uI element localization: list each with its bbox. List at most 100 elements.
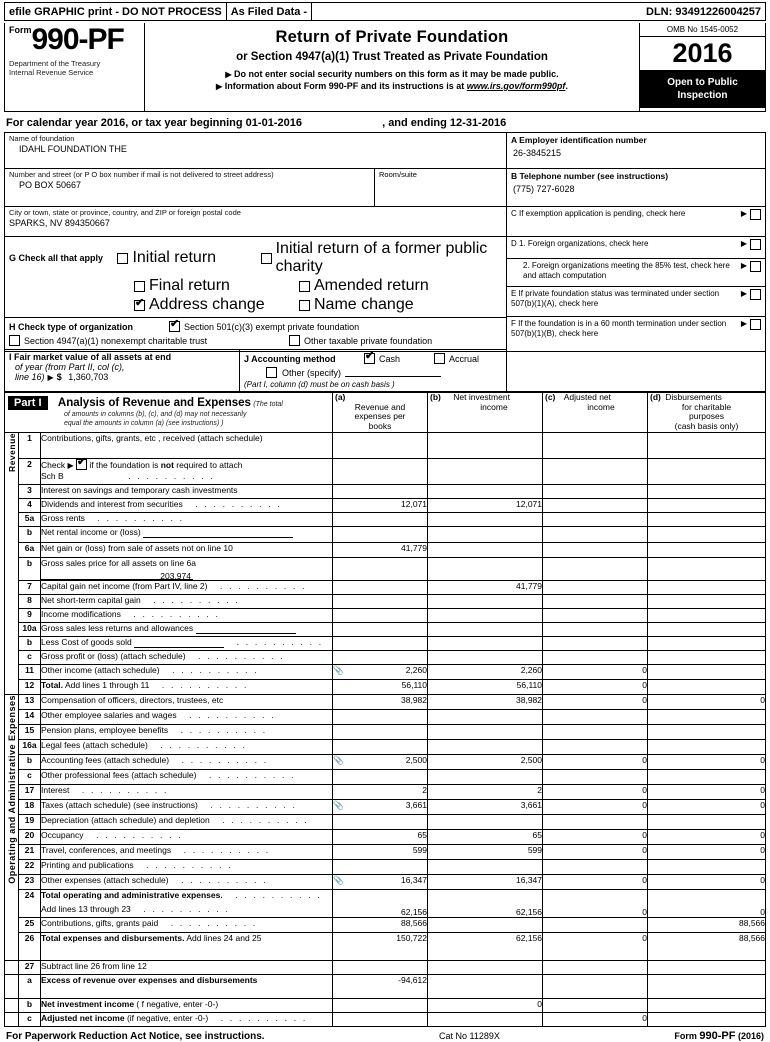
amount-cell-c[interactable] bbox=[542, 636, 648, 651]
amount-cell-a[interactable] bbox=[332, 458, 428, 485]
amount-cell-d[interactable]: 0 bbox=[647, 754, 766, 770]
amount-cell-b[interactable]: 65 bbox=[427, 829, 543, 845]
amount-cell-d[interactable] bbox=[647, 512, 766, 527]
amount-cell-b[interactable] bbox=[427, 769, 543, 785]
amount-cell-a[interactable]: 2 bbox=[332, 784, 428, 800]
amount-cell-c[interactable]: 0 bbox=[542, 889, 648, 918]
amount-cell-a[interactable] bbox=[332, 960, 428, 975]
amount-cell-c[interactable] bbox=[542, 512, 648, 527]
amount-cell-d[interactable] bbox=[647, 664, 766, 680]
amount-cell-d[interactable] bbox=[647, 622, 766, 637]
section-4947a1-checkbox[interactable] bbox=[9, 335, 20, 346]
amount-cell-b[interactable] bbox=[427, 608, 543, 623]
city-value[interactable]: SPARKS, NV 894350667 bbox=[9, 218, 110, 228]
amount-cell-b[interactable]: 2 bbox=[427, 784, 543, 800]
amount-cell-d[interactable]: 88,566 bbox=[647, 917, 766, 933]
amount-cell-b[interactable]: 2,500 bbox=[427, 754, 543, 770]
initial-return-former-charity-checkbox[interactable] bbox=[260, 252, 272, 264]
ein-value[interactable]: 26-3845215 bbox=[513, 148, 562, 158]
sixty-month-termination-checkbox[interactable] bbox=[750, 319, 761, 330]
irs-form990pf-link[interactable]: www.irs.gov/form990pf bbox=[466, 81, 566, 91]
amount-cell-d[interactable] bbox=[647, 974, 766, 999]
foreign-org-checkbox[interactable] bbox=[750, 239, 761, 250]
amount-cell-c[interactable]: 0 bbox=[542, 679, 648, 695]
amount-cell-b[interactable]: 38,982 bbox=[427, 694, 543, 710]
amount-cell-b[interactable] bbox=[427, 622, 543, 637]
amount-cell-d[interactable] bbox=[647, 709, 766, 725]
amount-cell-d[interactable] bbox=[647, 1012, 766, 1027]
amount-cell-b[interactable]: 56,110 bbox=[427, 679, 543, 695]
amount-cell-c[interactable]: 0 bbox=[542, 799, 648, 815]
amount-cell-a[interactable] bbox=[332, 608, 428, 623]
amount-cell-c[interactable]: 0 bbox=[542, 844, 648, 860]
amount-cell-c[interactable] bbox=[542, 974, 648, 999]
initial-return-checkbox[interactable] bbox=[117, 252, 129, 264]
amount-cell-c[interactable] bbox=[542, 608, 648, 623]
roomsuite-cell[interactable]: Room/suite bbox=[374, 169, 506, 206]
amount-cell-c[interactable]: 0 bbox=[542, 664, 648, 680]
amount-cell-a[interactable] bbox=[332, 484, 428, 499]
accounting-other-checkbox[interactable] bbox=[266, 367, 277, 378]
amount-cell-c[interactable]: 0 bbox=[542, 754, 648, 770]
attachment-icon[interactable]: 📎 bbox=[333, 755, 344, 765]
amount-cell-a[interactable] bbox=[332, 769, 428, 785]
amount-cell-b[interactable] bbox=[427, 594, 543, 609]
amount-cell-a[interactable] bbox=[332, 512, 428, 527]
amount-cell-c[interactable] bbox=[542, 859, 648, 875]
section-i-fmv-value[interactable]: 1,360,703 bbox=[68, 372, 109, 382]
amount-cell-b[interactable] bbox=[427, 917, 543, 933]
amount-cell-d[interactable] bbox=[647, 859, 766, 875]
amount-cell-b[interactable] bbox=[427, 526, 543, 543]
amount-cell-c[interactable] bbox=[542, 432, 648, 459]
amount-cell-a[interactable] bbox=[332, 580, 428, 595]
amount-cell-d[interactable] bbox=[647, 458, 766, 485]
amount-cell-a[interactable] bbox=[332, 650, 428, 665]
street-value[interactable]: PO BOX 50667 bbox=[19, 180, 82, 190]
sch-b-not-required-checkbox[interactable] bbox=[76, 457, 87, 470]
tax-period-begin[interactable]: 01-01-2016 bbox=[245, 117, 302, 129]
amount-cell-d[interactable] bbox=[647, 557, 766, 581]
amount-cell-d[interactable] bbox=[647, 636, 766, 651]
amount-cell-c[interactable] bbox=[542, 580, 648, 595]
amount-cell-d[interactable]: 88,566 bbox=[647, 932, 766, 961]
amount-cell-b[interactable]: 41,779 bbox=[427, 580, 543, 595]
amount-cell-a[interactable]: 📎 16,347 bbox=[332, 874, 428, 890]
foundation-name-value[interactable]: IDAHL FOUNDATION THE bbox=[19, 144, 127, 154]
attachment-icon[interactable]: 📎 bbox=[333, 800, 344, 810]
amount-cell-c[interactable] bbox=[542, 917, 648, 933]
amount-cell-b[interactable] bbox=[427, 458, 543, 485]
amount-cell-d[interactable] bbox=[647, 542, 766, 558]
amount-cell-a[interactable]: 12,071 bbox=[332, 498, 428, 513]
amount-cell-a[interactable] bbox=[332, 1012, 428, 1027]
attachment-icon[interactable]: 📎 bbox=[333, 875, 344, 885]
other-taxable-pf-checkbox[interactable] bbox=[289, 335, 300, 346]
amount-cell-c[interactable]: 0 bbox=[542, 694, 648, 710]
amount-cell-a[interactable] bbox=[332, 814, 428, 830]
amount-cell-c[interactable] bbox=[542, 769, 648, 785]
amount-cell-b[interactable]: 62,156 bbox=[427, 889, 543, 918]
amount-cell-b[interactable] bbox=[427, 636, 543, 651]
tax-period-end[interactable]: 12-31-2016 bbox=[449, 117, 507, 129]
amount-cell-d[interactable] bbox=[647, 594, 766, 609]
amount-cell-d[interactable]: 0 bbox=[647, 694, 766, 710]
amount-cell-c[interactable] bbox=[542, 542, 648, 558]
amount-cell-c[interactable]: 0 bbox=[542, 784, 648, 800]
accounting-accrual-checkbox[interactable] bbox=[434, 353, 445, 364]
amount-cell-a[interactable]: 150,722 bbox=[332, 932, 428, 961]
amount-cell-d[interactable] bbox=[647, 432, 766, 459]
amount-cell-d[interactable] bbox=[647, 580, 766, 595]
amount-cell-b[interactable]: 12,071 bbox=[427, 498, 543, 513]
amount-cell-d[interactable]: 0 bbox=[647, 889, 766, 918]
amount-cell-a[interactable] bbox=[332, 724, 428, 740]
amount-cell-c[interactable] bbox=[542, 622, 648, 637]
amount-cell-b[interactable] bbox=[427, 432, 543, 459]
amount-cell-d[interactable] bbox=[647, 608, 766, 623]
amount-cell-a[interactable] bbox=[332, 594, 428, 609]
amount-cell-d[interactable] bbox=[647, 960, 766, 975]
amount-cell-c[interactable] bbox=[542, 458, 648, 485]
amount-cell-a[interactable] bbox=[332, 432, 428, 459]
amount-cell-b[interactable] bbox=[427, 814, 543, 830]
amount-cell-b[interactable] bbox=[427, 859, 543, 875]
amount-cell-c[interactable]: 0 bbox=[542, 874, 648, 890]
amount-cell-a[interactable]: 41,779 bbox=[332, 542, 428, 558]
